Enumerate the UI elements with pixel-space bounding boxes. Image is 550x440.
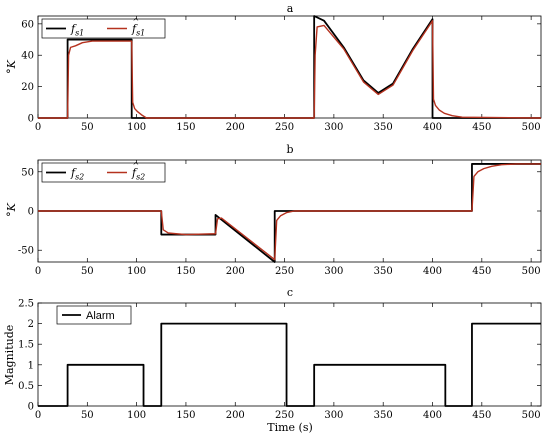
panel-a-series-2-line — [38, 20, 542, 119]
legend-label-c-1: Alarm — [86, 310, 115, 322]
panel-c-ylabel: Magnitude — [3, 325, 16, 386]
panel-c-ytick-label: 2 — [28, 319, 34, 330]
legend-label-a-1: fs1 — [70, 23, 84, 38]
panel-a-xtick-label: 300 — [324, 122, 343, 133]
panel-c-xtick-label: 300 — [324, 410, 343, 421]
panel-a-xtick-label: 50 — [81, 122, 94, 133]
panel-a-ytick-label: 40 — [21, 51, 34, 62]
panel-c-xtick-label: 50 — [81, 410, 94, 421]
panel-c-ytick-label: 0.5 — [18, 381, 34, 392]
panel-c-ytick-label: 1 — [28, 360, 34, 371]
panel-c-series-1-line — [38, 322, 541, 407]
legend-hat-a-2: ^ — [133, 18, 140, 27]
panel-c-legend: Alarm — [56, 305, 132, 325]
panel-b-xtick-label: 500 — [522, 266, 541, 277]
panel-b-ytick-label: -50 — [18, 246, 34, 257]
panel-b-legend-box — [41, 162, 166, 183]
panel-b-series-1-line — [38, 163, 541, 263]
panel-a-xtick-label: 250 — [275, 122, 294, 133]
panel-c-xtick-label: 500 — [522, 410, 541, 421]
panel-b-xtick-label: 400 — [423, 266, 442, 277]
panel-b-xtick-label: 100 — [127, 266, 146, 277]
panel-b-xtick-label: 300 — [324, 266, 343, 277]
panel-a-xtick-label: 100 — [127, 122, 146, 133]
panel-b-ylabel: °K — [5, 202, 18, 217]
panel-b-xtick-label: 50 — [81, 266, 94, 277]
panel-a-xtick-label: 450 — [472, 122, 491, 133]
panel-c-xtick-label: 400 — [423, 410, 442, 421]
panel-a-xtick-label: 350 — [374, 122, 393, 133]
panel-c-ytick-label: 2.5 — [18, 299, 34, 310]
panel-c-xtick-label: 200 — [226, 410, 245, 421]
panel-a-series-1-line — [38, 15, 541, 119]
panel-a-xtick-label: 500 — [522, 122, 541, 133]
panel-b-ytick-label: 50 — [21, 167, 34, 178]
panel-a-ytick-label: 20 — [21, 82, 34, 93]
panel-c-ytick-label: 1.5 — [18, 340, 34, 351]
legend-hat-b-2: ^ — [133, 162, 140, 171]
panel-a-legend-box — [41, 18, 166, 39]
panel-c-xtick-label: 350 — [374, 410, 393, 421]
legend-label-a-2: fs1 — [131, 23, 145, 38]
panel-c-xtick-label: 450 — [472, 410, 491, 421]
panel-a-xtick-label: 400 — [423, 122, 442, 133]
panel-a: a °K 0 50 100 150 200 250 300 350 400 450 500 0 20 40… — [5, 2, 542, 133]
panel-b-xtick-label: 200 — [226, 266, 245, 277]
panel-c-legend-box — [56, 305, 132, 325]
panel-b-xtick-label: 150 — [176, 266, 195, 277]
panel-a-xtick-label: 0 — [35, 122, 41, 133]
legend-label-b-2: fs2 — [131, 167, 145, 182]
panel-b: b °K 0 50 100 150 200 250 300 350 400 450 500-5005… — [5, 143, 542, 277]
panel-b-xtick-label: 0 — [35, 266, 41, 277]
panel-a-ytick-label: 0 — [28, 114, 34, 125]
panel-c-xtick-label: 250 — [275, 410, 294, 421]
panel-c-xlabel: Time (s) — [267, 421, 313, 434]
panel-c-ytick-label: 0 — [28, 402, 34, 413]
panel-c-xtick-label: 100 — [127, 410, 146, 421]
panel-a-title: a — [287, 2, 294, 15]
panel-a-xtick-label: 150 — [176, 122, 195, 133]
panel-b-series-2-line — [38, 163, 541, 261]
panel-a-ylabel: °K — [5, 59, 18, 74]
panel-c-xtick-label: 0 — [35, 410, 41, 421]
panel-b-xtick-label: 350 — [374, 266, 393, 277]
panel-c-title: c — [287, 286, 293, 299]
panel-b-xtick-label: 450 — [472, 266, 491, 277]
panel-a-legend: fs1 fs1^ — [41, 18, 166, 39]
panel-b-ytick-label: 0 — [28, 207, 34, 218]
panel-b-xtick-label: 250 — [275, 266, 294, 277]
panel-c-xtick-label: 150 — [176, 410, 195, 421]
panel-a-ytick-label: 60 — [21, 19, 34, 30]
panel-a-xtick-label: 200 — [226, 122, 245, 133]
legend-label-b-1: fs2 — [70, 167, 84, 182]
panel-c: c Magnitude Time (s) 0 50 100 150 200 250 300 3… — [3, 286, 542, 434]
panel-b-title: b — [286, 143, 293, 156]
panel-b-legend: fs2 fs2^ — [41, 162, 166, 183]
